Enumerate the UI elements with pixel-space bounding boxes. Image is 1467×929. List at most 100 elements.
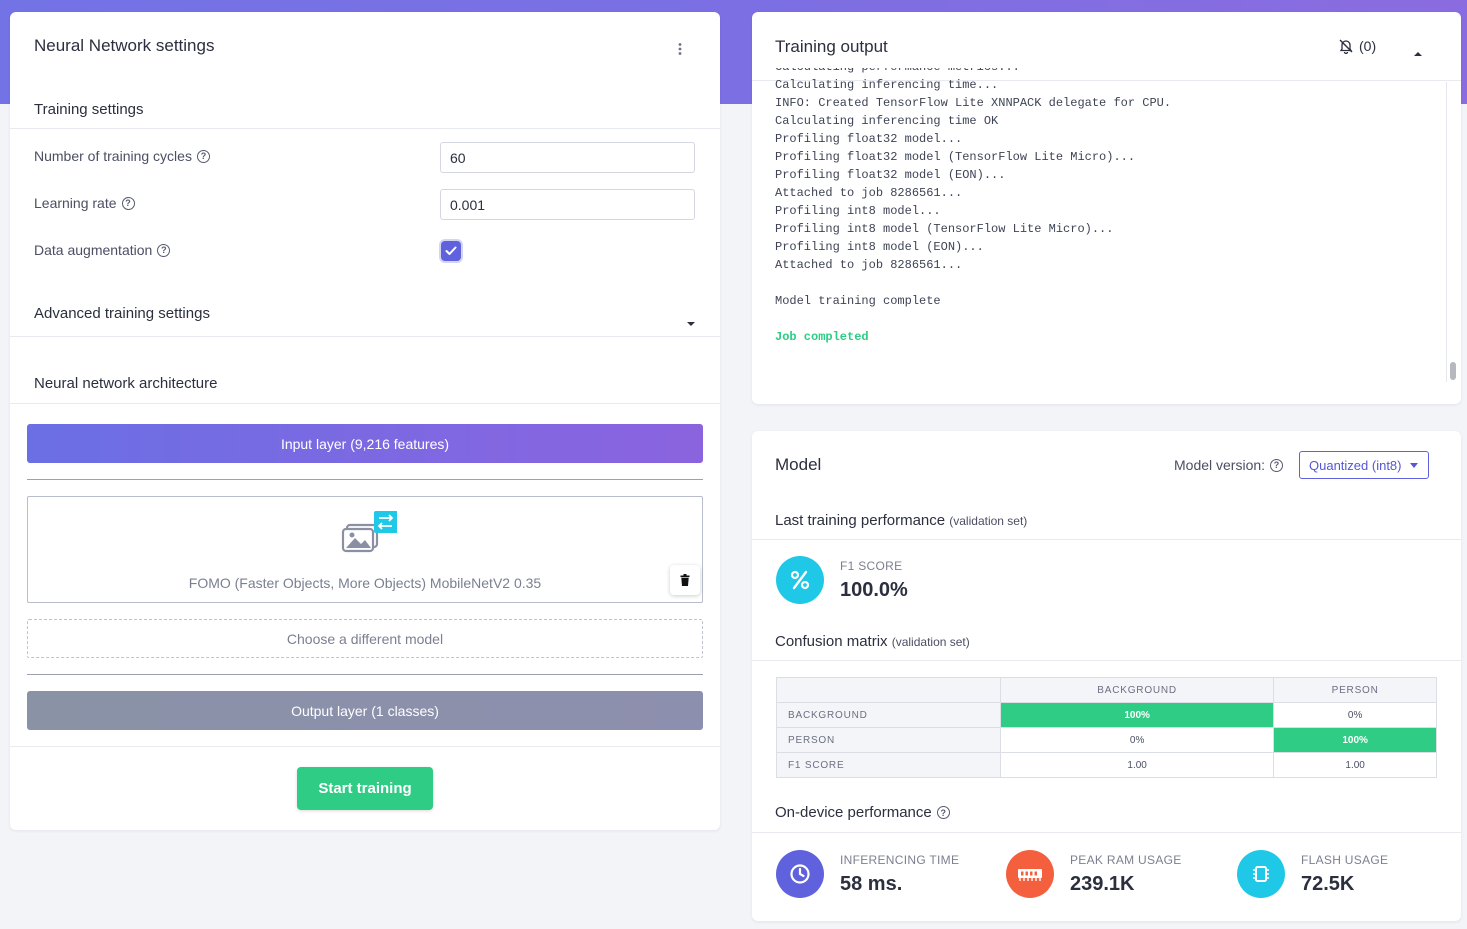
- log-line: [775, 310, 1171, 328]
- log-line: Profiling float32 model (TensorFlow Lite…: [775, 150, 1136, 164]
- delete-model-button[interactable]: [670, 565, 700, 595]
- more-options-icon[interactable]: [676, 42, 684, 56]
- row-header: PERSON: [776, 727, 1001, 753]
- model-version-label-text: Model version:: [1174, 457, 1266, 473]
- learning-rate-input[interactable]: [440, 189, 695, 220]
- architecture-title: Neural network architecture: [34, 375, 218, 392]
- log-line: Model training complete: [775, 294, 941, 308]
- on-device-performance-title-text: On-device performance: [775, 804, 932, 821]
- last-performance-title: Last training performance (validation se…: [775, 512, 1027, 529]
- table-cell: 1.00: [999, 752, 1275, 778]
- flash-usage-label: FLASH USAGE: [1301, 853, 1389, 867]
- image-transfer-icon: [341, 511, 398, 555]
- help-icon[interactable]: ?: [157, 243, 171, 257]
- table-cell: 0%: [999, 727, 1275, 753]
- percent-icon: [776, 556, 824, 604]
- table-cell: 1.00: [1273, 752, 1437, 778]
- choose-different-model-button[interactable]: Choose a different model: [27, 619, 703, 658]
- confusion-matrix-title: Confusion matrix (validation set): [775, 633, 970, 650]
- divider: [752, 539, 1461, 540]
- model-name: FOMO (Faster Objects, More Objects) Mobi…: [188, 575, 542, 591]
- divider: [10, 403, 720, 404]
- start-training-button[interactable]: Start training: [297, 767, 433, 810]
- table-row: F1 SCORE 1.00 1.00: [776, 752, 1437, 778]
- inferencing-time-value: 58 ms.: [840, 873, 903, 895]
- training-cycles-input[interactable]: [440, 142, 695, 173]
- notifications-toggle[interactable]: (0): [1338, 38, 1376, 54]
- log-line: Profiling float32 model (EON)...: [775, 168, 1006, 182]
- flash-usage-value: 72.5K: [1301, 873, 1355, 895]
- divider: [752, 80, 1461, 81]
- log-line: Attached to job 8286561...: [775, 258, 963, 272]
- table-cell: 100%: [1273, 727, 1437, 753]
- help-icon[interactable]: ?: [196, 149, 210, 163]
- data-augmentation-label: Data augmentation ?: [34, 242, 171, 258]
- table-cell: 100%: [999, 702, 1275, 728]
- data-augmentation-label-text: Data augmentation: [34, 242, 153, 258]
- log-line: Calculating inferencing time...: [775, 78, 999, 92]
- divider: [752, 660, 1461, 661]
- divider: [10, 336, 720, 337]
- input-layer: Input layer (9,216 features): [27, 424, 703, 463]
- log-line: Profiling int8 model (EON)...: [775, 240, 984, 254]
- divider: [752, 832, 1461, 833]
- data-augmentation-checkbox[interactable]: [441, 241, 461, 261]
- model-version-label: Model version: ?: [1174, 457, 1284, 473]
- model-block[interactable]: FOMO (Faster Objects, More Objects) Mobi…: [27, 496, 703, 603]
- row-header: F1 SCORE: [776, 752, 1001, 778]
- model-card: Model Model version: ? Quantized (int8) …: [752, 431, 1461, 921]
- scrollbar-track[interactable]: [1446, 82, 1447, 382]
- divider: [10, 746, 720, 747]
- log-line: Calculating inferencing time OK: [775, 114, 999, 128]
- job-status-line: Job completed: [775, 330, 869, 344]
- help-icon[interactable]: ?: [1270, 458, 1284, 472]
- table-corner-cell: [776, 677, 1001, 703]
- layer-connector: [27, 674, 703, 675]
- on-device-performance-title: On-device performance ?: [775, 804, 950, 821]
- training-output-card: Training output (0) Calculating performa…: [752, 12, 1461, 404]
- row-header: BACKGROUND: [776, 702, 1001, 728]
- help-icon[interactable]: ?: [121, 196, 135, 210]
- layer-connector: [27, 479, 703, 480]
- table-cell: 0%: [1273, 702, 1437, 728]
- notifications-count: (0): [1359, 38, 1377, 54]
- training-log: Calculating performance metrics... Calcu…: [775, 68, 1435, 388]
- check-icon: [445, 246, 457, 255]
- cycles-label: Number of training cycles ?: [34, 148, 210, 164]
- model-title: Model: [775, 455, 822, 474]
- nn-settings-title: Neural Network settings: [34, 36, 215, 55]
- scrollbar-thumb[interactable]: [1450, 362, 1456, 380]
- divider: [10, 128, 720, 129]
- table-row: BACKGROUND 100% 0%: [776, 702, 1437, 728]
- learning-rate-label-text: Learning rate: [34, 195, 117, 211]
- nn-settings-card: Neural Network settings Training setting…: [10, 12, 720, 830]
- last-performance-title-text: Last training performance: [775, 512, 946, 529]
- chevron-down-icon[interactable]: [686, 314, 696, 332]
- column-header: PERSON: [1273, 677, 1437, 703]
- f1-score-value: 100.0%: [840, 579, 908, 601]
- log-line: Profiling int8 model...: [775, 204, 941, 218]
- log-line: [775, 274, 1171, 292]
- chip-icon: [1237, 850, 1285, 898]
- help-icon[interactable]: ?: [936, 806, 950, 819]
- chevron-up-icon[interactable]: [1413, 44, 1423, 62]
- log-line: Profiling int8 model (TensorFlow Lite Mi…: [775, 222, 1114, 236]
- model-version-value: Quantized (int8): [1309, 457, 1402, 473]
- advanced-settings-title[interactable]: Advanced training settings: [34, 305, 210, 322]
- log-line: Profiling float32 model...: [775, 132, 963, 146]
- validation-note: (validation set): [891, 635, 970, 649]
- log-line: Calculating performance metrics...: [775, 68, 1171, 76]
- confusion-matrix-table: BACKGROUND PERSON BACKGROUND 100% 0% PER…: [776, 677, 1437, 778]
- table-header-row: BACKGROUND PERSON: [776, 677, 1437, 703]
- clock-icon: [776, 850, 824, 898]
- log-line: INFO: Created TensorFlow Lite XNNPACK de…: [775, 96, 1172, 110]
- cycles-label-text: Number of training cycles: [34, 148, 192, 164]
- output-layer: Output layer (1 classes): [27, 691, 703, 730]
- peak-ram-label: PEAK RAM USAGE: [1070, 853, 1182, 867]
- model-version-select[interactable]: Quantized (int8): [1299, 451, 1429, 479]
- inferencing-time-label: INFERENCING TIME: [840, 853, 960, 867]
- f1-score-label: F1 SCORE: [840, 559, 903, 573]
- validation-note: (validation set): [949, 514, 1028, 528]
- bell-off-icon: [1339, 39, 1353, 54]
- training-settings-title: Training settings: [34, 101, 144, 118]
